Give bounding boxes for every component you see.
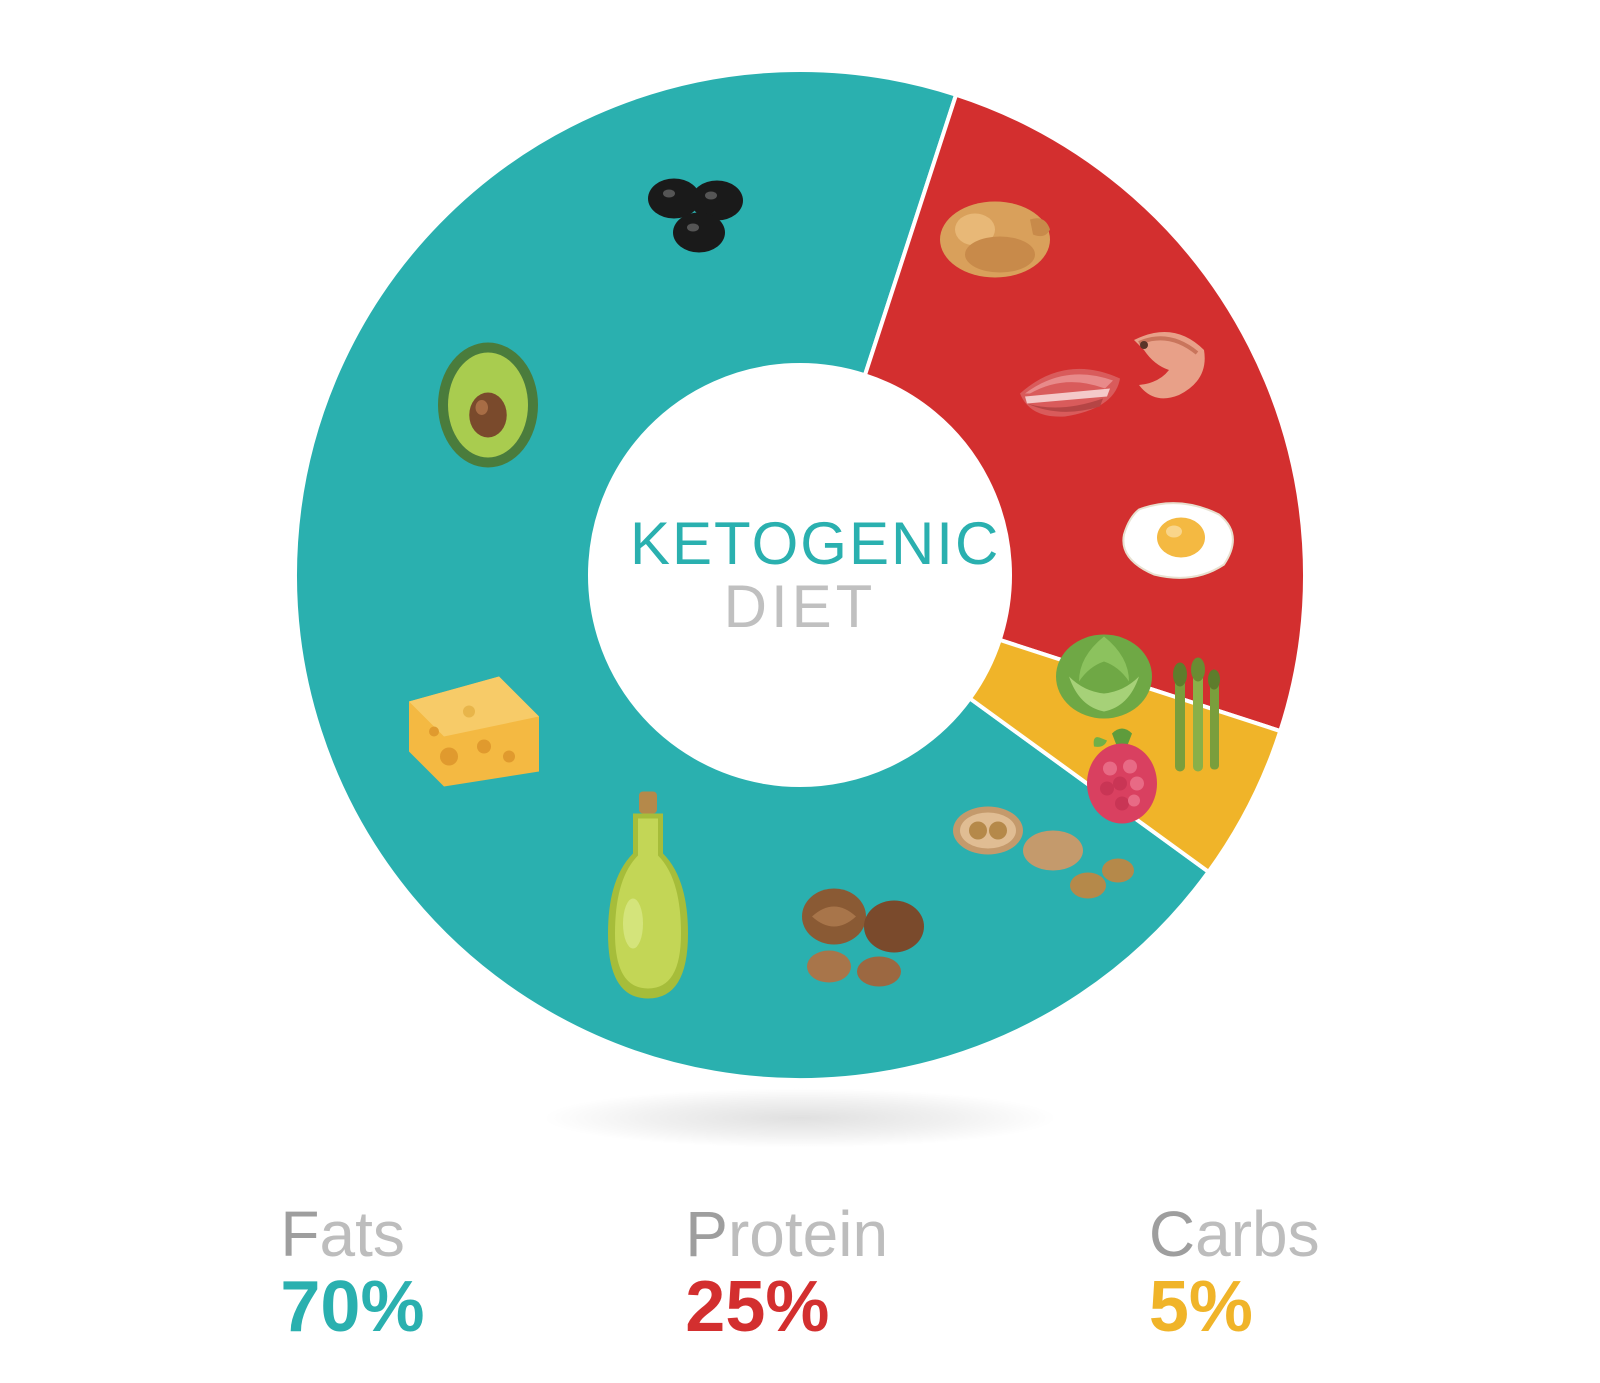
avocado-icon: [423, 318, 553, 473]
legend-label: Protein: [685, 1197, 888, 1271]
donut-chart: KETOGENIC DIET: [295, 70, 1305, 1080]
legend-label: Carbs: [1149, 1197, 1320, 1271]
chart-title: KETOGENIC DIET: [630, 512, 970, 638]
walnuts-icon: [784, 877, 944, 1002]
egg-icon: [1109, 489, 1249, 594]
legend-label: Fats: [280, 1197, 424, 1271]
legend-value: 70%: [280, 1271, 424, 1343]
chicken-icon: [925, 185, 1065, 290]
legend-item-carbs: Carbs5%: [1149, 1197, 1320, 1343]
asparagus-icon: [1165, 656, 1225, 781]
olives-icon: [639, 170, 769, 265]
chart-title-line1: KETOGENIC: [630, 512, 970, 575]
cabbage-icon: [1049, 621, 1159, 726]
legend-value: 25%: [685, 1271, 888, 1343]
legend-item-protein: Protein25%: [685, 1197, 888, 1343]
cheese-icon: [389, 662, 549, 797]
berry-icon: [1072, 719, 1172, 834]
chart-title-line2: DIET: [630, 575, 970, 638]
legend-item-fats: Fats70%: [280, 1197, 424, 1343]
shrimp-icon: [1109, 315, 1219, 415]
oil-icon: [593, 784, 703, 1019]
legend: Fats70% Protein25% Carbs5%: [0, 1197, 1600, 1343]
legend-value: 5%: [1149, 1271, 1320, 1343]
chart-shadow: [540, 1088, 1060, 1148]
